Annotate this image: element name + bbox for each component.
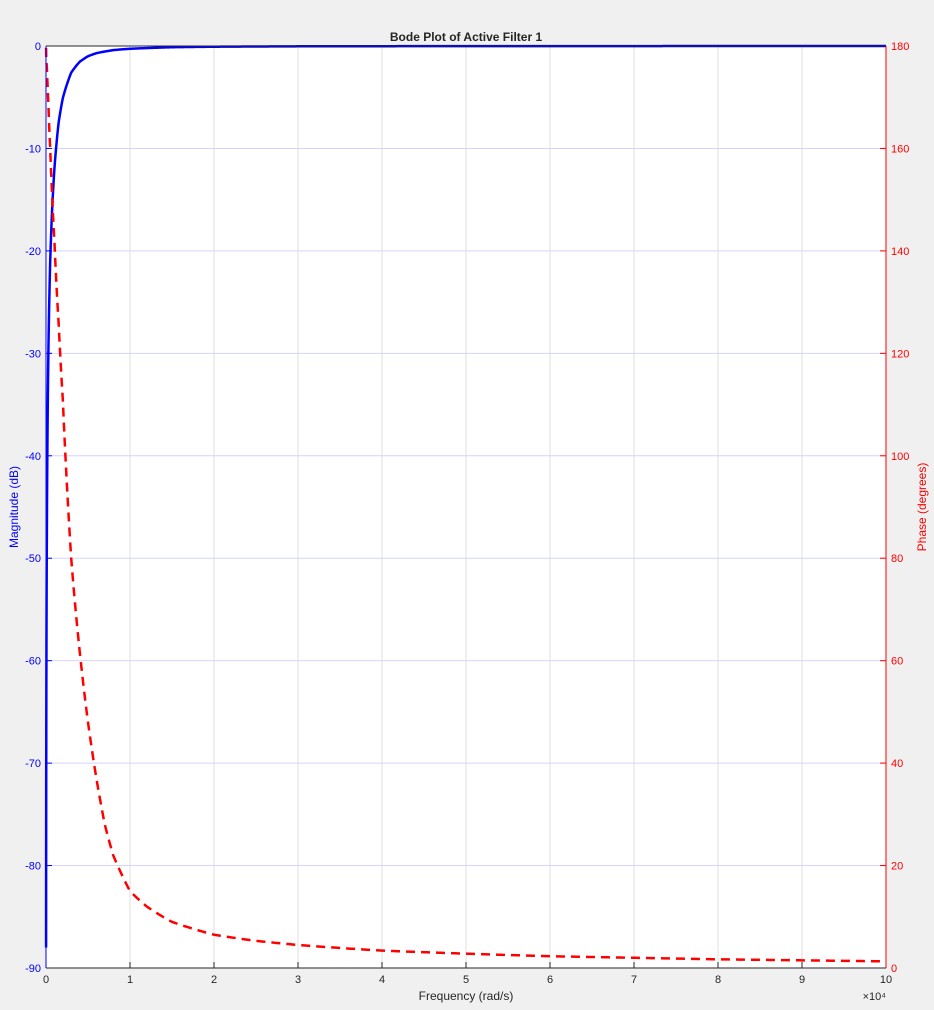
x-tick-label: 7 xyxy=(631,974,637,986)
y-right-tick-label: 120 xyxy=(891,348,909,360)
y-right-tick-label: 0 xyxy=(891,963,897,975)
y-right-tick-label: 180 xyxy=(891,41,909,53)
x-tick-label: 3 xyxy=(295,974,301,986)
x-tick-label: 8 xyxy=(715,974,721,986)
y-left-axis-label: Magnitude (dB) xyxy=(7,466,21,548)
y-left-tick-label: -10 xyxy=(25,143,41,155)
x-tick-label: 9 xyxy=(799,974,805,986)
y-left-tick-label: -90 xyxy=(25,963,41,975)
y-left-tick-label: -60 xyxy=(25,656,41,668)
axes xyxy=(45,45,887,969)
y-left-tick-label: -80 xyxy=(25,861,41,873)
phase-series-line xyxy=(44,46,887,963)
y-left-tick-label: -20 xyxy=(25,246,41,258)
y-right-tick-label: 60 xyxy=(891,656,903,668)
y-right-tick-label: 20 xyxy=(891,861,903,873)
y-left-tick-label: -70 xyxy=(25,758,41,770)
x-axis-label: Frequency (rad/s) xyxy=(419,989,514,1003)
y-left-tick-label: -50 xyxy=(25,553,41,565)
y-right-tick-label: 160 xyxy=(891,143,909,155)
y-left-tick-label: -30 xyxy=(25,348,41,360)
chart-title: Bode Plot of Active Filter 1 xyxy=(390,30,543,44)
y-left-tick-label: -40 xyxy=(25,451,41,463)
y-left-tick-label: 0 xyxy=(35,41,41,53)
x-tick-label: 10 xyxy=(880,974,892,986)
x-tick-label: 2 xyxy=(211,974,217,986)
y-right-tick-label: 80 xyxy=(891,553,903,565)
grid xyxy=(46,46,886,968)
x-tick-label: 6 xyxy=(547,974,553,986)
y-right-tick-label: 40 xyxy=(891,758,903,770)
x-exponent-label: ×10⁴ xyxy=(863,991,887,1003)
x-tick-label: 5 xyxy=(463,974,469,986)
x-tick-label: 0 xyxy=(43,974,49,986)
x-tick-label: 4 xyxy=(379,974,385,986)
tick-labels: 0 1 2 3 4 5 6 7 8 9 100-10-20-30-40-50-60-70-80-90… xyxy=(25,41,909,986)
y-right-axis-label: Phase (degrees) xyxy=(915,463,929,552)
x-tick-label: 1 xyxy=(127,974,133,986)
y-right-tick-label: 140 xyxy=(891,246,909,258)
y-right-tick-label: 100 xyxy=(891,451,909,463)
